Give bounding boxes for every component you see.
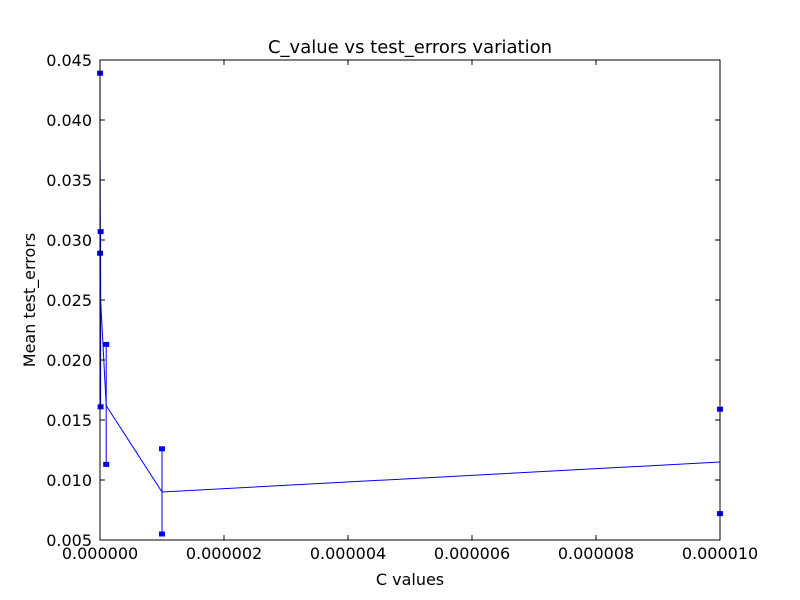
y-tick-label: 0.030 [46,231,92,250]
y-tick-label: 0.045 [46,51,92,70]
y-tick-label: 0.005 [46,531,92,550]
error-cap-upper [103,341,110,347]
y-tick-label: 0.040 [46,111,92,130]
x-tick-label: 0.000002 [186,544,262,563]
x-tick-label: 0.000004 [310,544,386,563]
error-cap-upper [97,229,104,235]
chart-title: C_value vs test_errors variation [268,37,552,58]
axis-ticks: 0.000000 0.000002 0.000004 0.000006 0.000008… [46,51,758,563]
error-cap-upper [159,446,165,452]
y-tick-label: 0.015 [46,411,92,430]
y-tick-label: 0.020 [46,351,92,370]
x-tick-label: 0.000006 [434,544,510,563]
error-cap-lower [97,404,104,410]
x-tick-label: 0.000000 [62,544,138,563]
error-cap-lower [103,461,110,467]
error-cap-lower [159,531,165,537]
x-tick-label: 0.000008 [558,544,634,563]
y-tick-label: 0.035 [46,171,92,190]
y-axis-label: Mean test_errors [20,233,40,367]
y-tick-label: 0.025 [46,291,92,310]
x-tick-label: 0.000010 [682,544,758,563]
x-axis-label: C values [376,570,444,589]
y-tick-label: 0.010 [46,471,92,490]
